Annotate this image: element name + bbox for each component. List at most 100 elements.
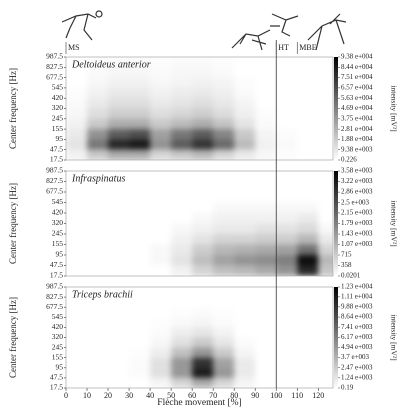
- heatmap-cell: [192, 307, 213, 317]
- heatmap-cell: [108, 358, 129, 368]
- heatmap-cell: [150, 171, 171, 182]
- heatmap-cell: [129, 327, 150, 337]
- phase-label: MBE: [299, 43, 316, 52]
- heatmap-cell: [87, 245, 108, 256]
- heatmap-cell: [234, 182, 255, 193]
- heatmap-cell: [276, 297, 297, 307]
- heatmap-cell: [234, 255, 256, 266]
- heatmap-cell: [318, 255, 333, 266]
- heatmap-cell: [192, 203, 213, 214]
- heatmap-cell: [192, 182, 213, 193]
- heatmap-cell: [108, 192, 129, 203]
- heatmap-cell: [276, 98, 297, 108]
- heatmap-cell: [213, 67, 234, 77]
- heatmap-cell: [66, 245, 87, 256]
- heatmap-cell: [129, 224, 150, 235]
- y-tick-label: 95: [56, 250, 64, 259]
- colorbar-tick-label: 0.19: [341, 384, 354, 392]
- heatmap-cell: [150, 224, 171, 235]
- heatmap-cell: [276, 368, 297, 378]
- heatmap-cell: [87, 129, 109, 140]
- heatmap-cell: [255, 78, 276, 88]
- heatmap-cell: [87, 87, 109, 99]
- colorbar-tick-label: 5.63 e+004: [341, 94, 373, 102]
- heatmap-cell: [213, 367, 235, 378]
- heatmap-cell: [66, 98, 87, 108]
- colorbar-tick-label: 1.79 e+003: [341, 219, 373, 227]
- heatmap-cell: [276, 265, 298, 276]
- heatmap-cell: [255, 338, 276, 348]
- heatmap-cell: [150, 129, 172, 140]
- heatmap-cell: [276, 234, 298, 245]
- heatmap-cell: [87, 118, 109, 130]
- heatmap-cell: [129, 378, 150, 388]
- heatmap-cell: [108, 118, 130, 130]
- heatmap-cell: [150, 118, 172, 130]
- colorbar-tick-label: 2.5 e+003: [341, 198, 370, 206]
- heatmap-cell: [213, 129, 235, 140]
- heatmap-cell: [66, 224, 87, 235]
- heatmap-cell: [171, 98, 193, 109]
- stick-figure: [61, 13, 97, 41]
- heatmap-cell: [297, 358, 318, 368]
- y-tick-label: 17.5: [50, 383, 63, 392]
- heatmap-cell: [234, 367, 256, 378]
- heatmap-cell: [255, 244, 277, 255]
- y-tick-label: 420: [52, 208, 64, 217]
- heatmap-cell: [87, 348, 108, 358]
- heatmap-cell: [150, 213, 171, 224]
- colorbar-tick-label: 4.94 e+003: [341, 343, 373, 351]
- colorbar-tick-label: 2.81 e+004: [341, 125, 373, 133]
- heatmap-cell: [87, 213, 108, 224]
- heatmap-cell: [150, 203, 171, 214]
- x-tick-label: 0: [64, 391, 68, 400]
- heatmap-cell: [297, 150, 318, 160]
- heatmap-cell: [171, 287, 192, 297]
- heatmap-cell: [66, 307, 87, 317]
- heatmap-cell: [192, 98, 214, 109]
- heatmap-cell: [297, 182, 318, 193]
- stick-figure: [270, 13, 299, 37]
- heatmap-cell: [108, 378, 129, 388]
- heatmap-cell: [171, 357, 193, 368]
- x-axis-label: Flèche movement [%]: [157, 398, 241, 408]
- heatmap-cell: [213, 307, 234, 317]
- heatmap-cell: [129, 245, 150, 256]
- heatmap-cell: [297, 203, 318, 214]
- heatmap-cell: [297, 139, 318, 149]
- x-tick-label: 90: [251, 391, 259, 400]
- heatmap-cell: [213, 265, 235, 276]
- heatmap-cell: [150, 182, 171, 193]
- heatmap-cell: [255, 234, 277, 245]
- heatmap-cell: [213, 337, 235, 348]
- heatmap-cell: [297, 88, 318, 98]
- heatmap-cell: [171, 57, 192, 67]
- heatmap-cell: [66, 348, 87, 358]
- colorbar-tick-label: 2.15 e+003: [341, 209, 373, 217]
- heatmap-cell: [192, 171, 213, 182]
- heatmap-cell: [297, 129, 318, 139]
- x-tick-label: 120: [312, 391, 324, 400]
- heatmap-cell: [108, 149, 130, 160]
- heatmap-cell: [66, 358, 87, 368]
- heatmap-cell: [150, 327, 171, 337]
- colorbar: [334, 171, 338, 276]
- heatmap-cell: [108, 129, 130, 140]
- y-tick-label: 827.5: [46, 292, 63, 301]
- heatmap-cell: [150, 234, 171, 245]
- heatmap-cells: [66, 171, 333, 276]
- heatmap-cell: [192, 234, 214, 245]
- heatmap-cell: [276, 307, 297, 317]
- heatmap-cell: [108, 213, 129, 224]
- heatmap-cell: [276, 327, 297, 337]
- heatmap-cell: [129, 118, 151, 130]
- heatmap-cell: [150, 57, 171, 67]
- heatmap-cell: [297, 192, 318, 203]
- heatmap-cell: [192, 287, 213, 297]
- heatmap-cell: [276, 203, 297, 214]
- colorbar: [334, 57, 338, 160]
- x-tick-label: 70: [209, 391, 217, 400]
- y-tick-label: 17.5: [50, 271, 63, 280]
- y-axis-label: Center frequency [Hz]: [8, 183, 18, 264]
